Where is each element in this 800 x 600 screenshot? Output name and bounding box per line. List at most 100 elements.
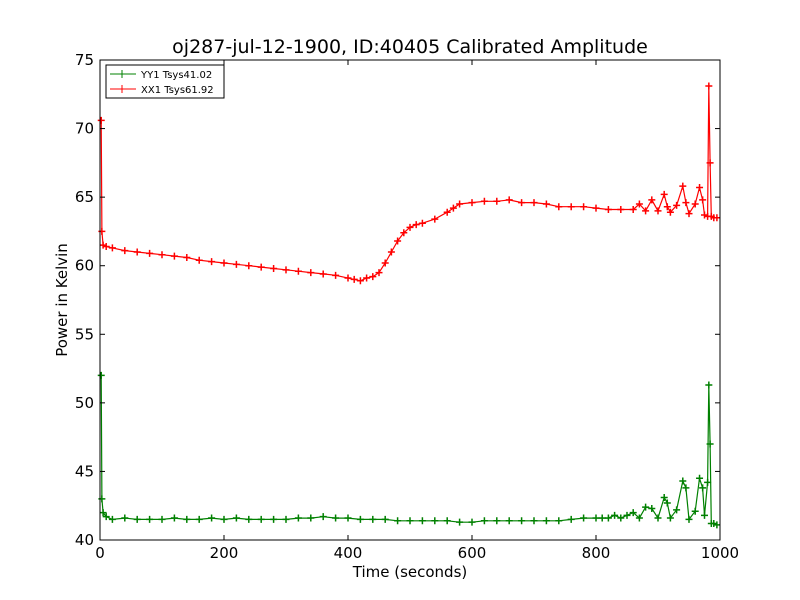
series-0-point-23 xyxy=(344,514,352,522)
series-0-point-27 xyxy=(394,517,402,525)
series-1-point-51 xyxy=(604,205,612,213)
series-1-point-39 xyxy=(456,200,464,208)
series-0-point-3 xyxy=(102,513,110,521)
series-1-point-4 xyxy=(108,244,116,252)
y-tick-label-7: 75 xyxy=(75,51,94,69)
series-1-point-37 xyxy=(443,208,451,216)
series-1-point-8 xyxy=(158,251,166,259)
series-0-point-21 xyxy=(319,513,327,521)
series-1-point-41 xyxy=(480,197,488,205)
x-tick-label-1: 200 xyxy=(210,544,239,562)
x-axis-label: Time (seconds) xyxy=(352,563,468,581)
series-0-point-48 xyxy=(623,511,631,519)
series-layer xyxy=(97,82,721,529)
series-0-point-47 xyxy=(617,514,625,522)
series-1-point-26 xyxy=(363,274,371,282)
series-0-point-58 xyxy=(679,477,687,485)
series-1-point-63 xyxy=(682,199,690,207)
series-0-point-11 xyxy=(195,515,203,523)
series-0-point-12 xyxy=(208,514,216,522)
series-1-point-9 xyxy=(170,252,178,260)
series-1-point-56 xyxy=(648,196,656,204)
series-0-point-7 xyxy=(146,515,154,523)
series-0-point-46 xyxy=(611,511,619,519)
series-0-point-4 xyxy=(108,515,116,523)
series-0-point-34 xyxy=(480,517,488,525)
series-0-point-2 xyxy=(99,509,107,517)
series-0-point-61 xyxy=(691,507,699,515)
series-1-point-23 xyxy=(344,274,352,282)
legend-label-yy1: YY1 Tsys41.02 xyxy=(140,70,212,81)
y-tick-label-4: 60 xyxy=(75,257,94,275)
x-tick-label-2: 400 xyxy=(334,544,363,562)
legend-entry-xx1: XX1 Tsys61.92 xyxy=(110,85,214,96)
series-1-point-22 xyxy=(332,271,340,279)
legend-marker-xx1 xyxy=(118,85,126,93)
series-1-point-38 xyxy=(449,204,457,212)
series-1-point-74 xyxy=(713,214,721,222)
series-0-point-52 xyxy=(648,504,656,512)
legend-box xyxy=(105,64,225,99)
series-1-point-14 xyxy=(232,260,240,268)
series-1-point-43 xyxy=(505,196,513,204)
legend: YY1 Tsys41.02 XX1 Tsys61.92 xyxy=(105,64,225,99)
series-0-point-29 xyxy=(418,517,426,525)
series-1-point-59 xyxy=(663,203,671,211)
series-1-point-30 xyxy=(387,248,395,256)
series-0-point-54 xyxy=(660,493,668,501)
series-0-point-24 xyxy=(356,515,364,523)
y-tick-label-2: 50 xyxy=(75,394,94,412)
y-tick-label-5: 65 xyxy=(75,188,94,206)
series-0-point-8 xyxy=(158,515,166,523)
series-1-point-29 xyxy=(381,259,389,267)
series-1-point-55 xyxy=(642,207,650,215)
series-0-point-32 xyxy=(456,518,464,526)
series-1-point-44 xyxy=(518,199,526,207)
series-1-point-40 xyxy=(468,199,476,207)
series-0-point-64 xyxy=(701,511,708,519)
series-1-point-68 xyxy=(701,211,708,219)
series-0-point-56 xyxy=(666,514,674,522)
series-1-point-67 xyxy=(699,196,707,204)
series-1-point-34 xyxy=(412,221,420,229)
series-1-point-58 xyxy=(660,190,668,198)
series-0-point-5 xyxy=(121,514,129,522)
legend-label-xx1: XX1 Tsys61.92 xyxy=(141,85,214,96)
plot-area: 0 200 400 600 800 1000 40 45 50 55 60 65 70 75 xyxy=(75,51,739,562)
series-0-point-14 xyxy=(232,514,240,522)
series-1-point-71 xyxy=(706,159,714,167)
series-0-point-41 xyxy=(567,515,575,523)
series-0-point-37 xyxy=(518,517,526,525)
series-0-point-43 xyxy=(592,514,600,522)
series-1-point-17 xyxy=(270,264,278,272)
series-0-point-10 xyxy=(183,515,191,523)
series-1-point-66 xyxy=(696,184,704,192)
series-1-point-11 xyxy=(195,256,203,264)
series-0-point-15 xyxy=(245,515,253,523)
series-0-point-57 xyxy=(673,506,681,514)
series-0-point-19 xyxy=(294,514,302,522)
series-0-point-30 xyxy=(431,517,439,525)
series-0-point-44 xyxy=(598,514,606,522)
series-0-point-42 xyxy=(580,514,588,522)
series-0-point-33 xyxy=(468,518,476,526)
y-tick-label-1: 45 xyxy=(75,462,94,480)
series-1-point-50 xyxy=(592,204,600,212)
series-1-point-65 xyxy=(691,200,699,208)
series-1-point-18 xyxy=(282,266,290,274)
series-1-point-57 xyxy=(654,207,662,215)
series-0-point-13 xyxy=(220,515,228,523)
series-1-point-45 xyxy=(530,199,538,207)
series-0-point-9 xyxy=(170,514,178,522)
series-0-point-39 xyxy=(542,517,550,525)
series-0-point-17 xyxy=(270,515,278,523)
y-tick-label-3: 55 xyxy=(75,325,94,343)
series-0-point-25 xyxy=(369,515,377,523)
x-tick-label-5: 1000 xyxy=(701,544,739,562)
series-1-point-12 xyxy=(208,258,216,266)
series-1-point-70 xyxy=(705,82,713,90)
series-1-point-2 xyxy=(99,241,107,249)
series-1-point-3 xyxy=(102,243,110,251)
series-1-point-28 xyxy=(375,269,383,277)
series-0-point-18 xyxy=(282,515,290,523)
